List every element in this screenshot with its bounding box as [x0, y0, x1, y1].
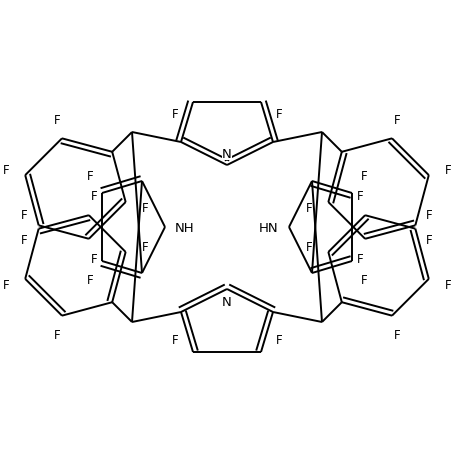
Text: N: N: [222, 147, 232, 160]
Text: NH: NH: [175, 221, 195, 234]
Text: F: F: [91, 190, 97, 203]
Text: F: F: [357, 190, 363, 203]
Text: F: F: [426, 233, 433, 247]
Text: F: F: [87, 169, 94, 182]
Text: F: F: [142, 241, 148, 254]
Text: F: F: [87, 273, 94, 286]
Text: F: F: [360, 169, 367, 182]
Text: F: F: [172, 334, 178, 347]
Text: F: F: [91, 252, 97, 265]
Text: F: F: [54, 329, 60, 342]
Text: F: F: [54, 113, 60, 126]
Text: F: F: [445, 278, 451, 291]
Text: F: F: [172, 108, 178, 121]
Text: F: F: [360, 273, 367, 286]
Text: N: N: [222, 295, 232, 308]
Text: F: F: [394, 113, 400, 126]
Text: F: F: [142, 201, 148, 214]
Text: F: F: [3, 164, 9, 177]
Text: F: F: [306, 241, 312, 254]
Text: F: F: [21, 208, 28, 222]
Text: F: F: [357, 252, 363, 265]
Text: F: F: [445, 164, 451, 177]
Text: F: F: [276, 108, 282, 121]
Text: F: F: [394, 329, 400, 342]
Text: F: F: [276, 334, 282, 347]
Text: F: F: [426, 208, 433, 222]
Text: F: F: [306, 201, 312, 214]
Text: HN: HN: [259, 221, 279, 234]
Text: F: F: [21, 233, 28, 247]
Text: F: F: [3, 278, 9, 291]
